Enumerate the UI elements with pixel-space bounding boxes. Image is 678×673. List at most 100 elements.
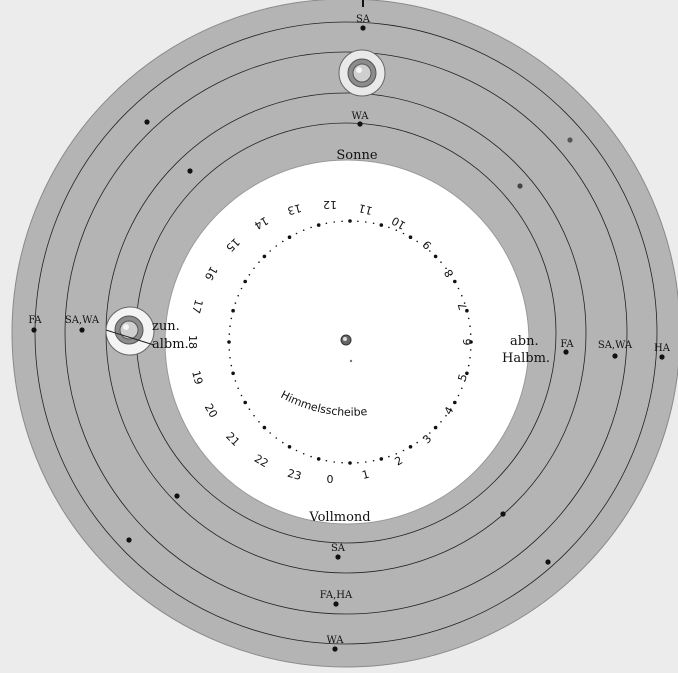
minor-dot [372,222,375,225]
hour-label-23: 23 [286,467,303,483]
hour-label-12: 12 [323,198,337,211]
moon-grommet[interactable] [105,306,155,356]
minor-dot [240,394,243,397]
minor-dot [429,432,431,434]
hour-label-16: 16 [202,264,220,283]
minor-dot [402,232,405,235]
center-dot [349,359,353,363]
label-right-sawa: SA,WA [598,340,633,351]
hour-dot [379,457,384,461]
hour-dot [262,425,267,430]
label-right-fa: FA [560,339,574,350]
minor-dot [388,455,390,458]
minor-dot [461,387,463,390]
label-top-sa: SA [356,14,371,25]
minor-dot [234,302,237,304]
minor-dot [341,461,343,464]
hour-dot [348,219,352,223]
minor-dot [467,317,470,320]
hour-dot [231,308,235,313]
minor-dot [302,229,305,231]
minor-dot [269,432,272,434]
minor-dot [230,364,233,367]
label-waxing-1: zun. [152,319,180,334]
hour-label-1: 1 [361,468,371,482]
hour-dot [243,279,247,284]
hour-dot [433,254,438,259]
label-left-fa: FA [28,315,42,326]
minor-dot [269,250,272,252]
minor-dot [258,421,260,423]
minor-dot [402,449,405,452]
minor-dot [422,245,425,247]
minor-dot [325,222,328,225]
hour-label-0: 0 [327,473,334,486]
hour-dot [433,425,438,430]
minor-dot [230,317,233,320]
minor-dot [275,437,278,439]
sun-grommet[interactable] [338,49,386,97]
hour-label-6: 6 [461,339,474,346]
minor-dot [310,226,312,229]
minor-dot [282,240,284,243]
hour-dot [408,445,413,449]
minor-dot [253,414,255,417]
hour-dot [379,223,384,227]
hour-dot [287,445,292,449]
minor-dot [275,245,278,247]
hour-label-22: 22 [252,452,271,470]
minor-dot [295,232,298,235]
label-waxing-2: albm. [152,337,189,352]
hour-dot [453,279,457,284]
minor-dot [310,455,312,458]
hour-label-14: 14 [252,214,271,232]
minor-dot [325,459,328,462]
minor-dot [463,302,466,304]
label-bottom-wa: WA [326,635,344,646]
label-waning-2: Halbm. [502,351,550,366]
minor-dot [469,333,472,335]
minor-dot [395,453,398,455]
minor-dot [445,267,447,270]
minor-dot [258,261,260,264]
minor-dot [449,274,452,276]
minor-dot [469,325,471,328]
hour-dot [465,308,469,313]
hour-dot [227,340,231,344]
minor-dot [229,357,231,359]
hour-label-10: 10 [389,214,408,232]
hour-dot [316,457,321,461]
minor-dot [463,380,466,382]
minor-dot [302,453,305,455]
hour-dot [453,400,457,405]
hour-dot [469,340,473,344]
minor-dot [440,421,442,423]
minor-dot [365,221,367,223]
hour-label-7: 7 [456,301,470,311]
label-sun: Sonne [336,148,377,163]
minor-dot [469,357,471,359]
minor-dot [395,229,398,231]
minor-dot [422,437,425,439]
hour-dot [243,400,247,405]
minor-dot [469,349,472,351]
minor-dot [357,220,359,223]
minor-dot [388,226,390,229]
label-right-ha: HA [654,343,671,354]
minor-dot [429,250,431,252]
hour-dot [287,235,292,239]
label-bottom-faha: FA,HA [320,590,353,601]
minor-dot [449,408,452,411]
hour-dot [262,254,267,259]
minor-dot [229,325,231,328]
label-top-wa: WA [351,111,369,122]
minor-dot [467,364,470,367]
hour-label-19: 19 [189,369,205,386]
hour-dot [348,461,352,465]
minor-dot [445,414,447,417]
minor-dot [248,274,251,276]
ring-dots [31,25,665,652]
label-bottom-sa: SA [331,543,346,554]
